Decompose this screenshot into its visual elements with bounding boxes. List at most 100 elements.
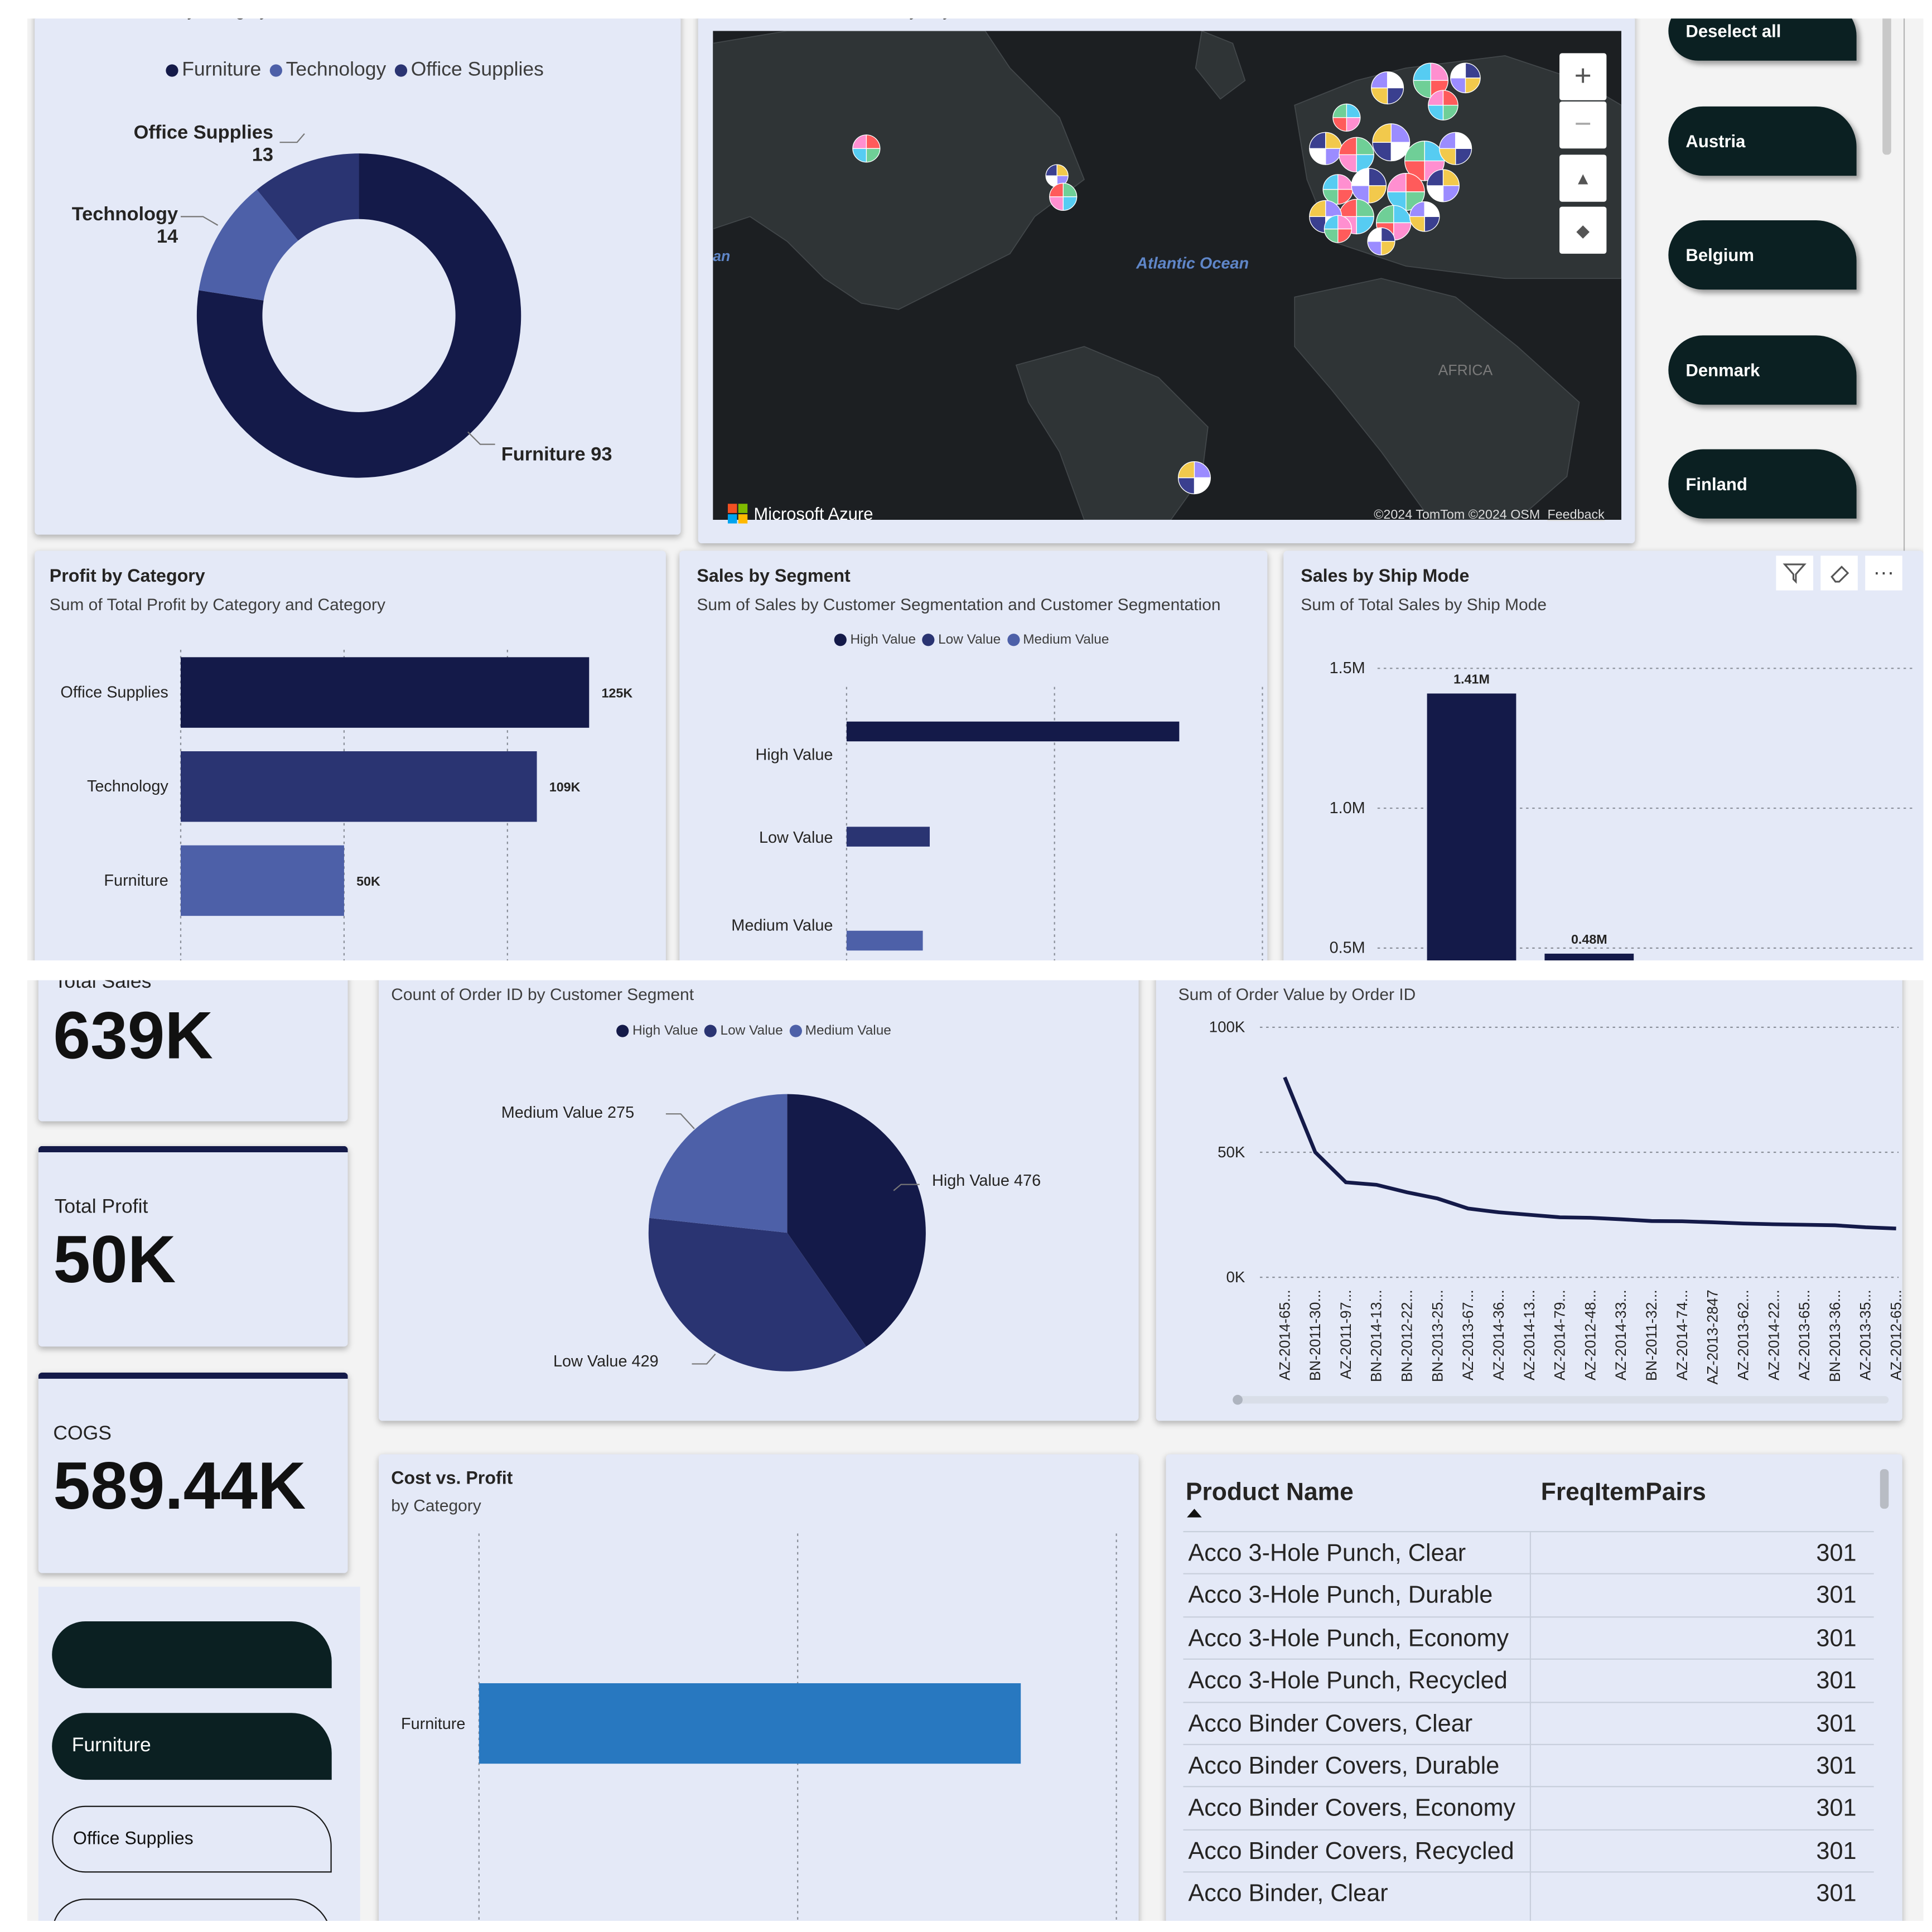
order-value-line-chart[interactable]: 0K 50K 100K AZ-2014-65... BN-2011-30... AZ-20… [1156,981,1902,1421]
category-slicer-item-office-supplies[interactable]: Office Supplies [52,1805,332,1873]
map-tilt-icon[interactable]: ▲ [1559,154,1607,202]
sales-by-ship-mode-card[interactable]: Sales by Ship Mode Sum of Total Sales by… [1283,550,1924,961]
map-pie-marker[interactable] [1450,62,1481,94]
table-row[interactable]: Acco Binder, Clear 301 [1183,1871,1874,1915]
legend-item[interactable]: Technology [269,60,386,82]
profit-bar[interactable] [180,845,344,916]
map-pie-marker[interactable] [1439,132,1472,165]
segment-bar[interactable] [846,827,930,847]
profit-by-category-card[interactable]: Profit by Category Sum of Total Profit b… [35,550,666,961]
legend-item[interactable]: Medium Value [1007,632,1109,648]
table-row[interactable]: Acco Binder Covers, Clear 301 [1183,1701,1874,1745]
map-pie-marker[interactable] [1324,215,1352,243]
map-pie-marker[interactable] [1332,103,1361,132]
category-slicer-item-furniture[interactable]: Furniture [52,1713,332,1780]
pie-slice[interactable] [649,1094,788,1233]
slicer-item-austria[interactable]: Austria [1668,106,1857,176]
ship-bar[interactable] [1544,953,1634,961]
legend-item[interactable]: Medium Value [789,1023,891,1039]
slicer-item-belgium[interactable]: Belgium [1668,220,1857,290]
map-pie-marker[interactable] [1177,461,1211,495]
discount-donut-chart[interactable] [35,18,680,534]
total-sales-card[interactable]: Total Sales 639K [38,980,348,1122]
order-value-line[interactable] [1283,1076,1896,1231]
map-pie-marker[interactable] [1309,132,1342,165]
segment-bar[interactable] [846,721,1180,742]
map-zoom-out-button[interactable]: − [1559,101,1607,149]
legend-item[interactable]: Office Supplies [394,60,544,82]
category-slicer[interactable]: Furniture Office Supplies [38,1586,360,1921]
segment-bar[interactable] [846,930,923,951]
category-slicer-item[interactable] [52,1621,332,1688]
table-row[interactable]: Acco Binder Covers, Economy 301 [1183,1786,1874,1830]
pie-slice[interactable] [648,1218,867,1371]
donut-slice[interactable] [257,153,359,241]
profit-by-category-chart[interactable]: Office Supplies 125K Technology 109K Furnitu… [35,550,666,961]
line-scrollbar[interactable] [1233,1394,1889,1405]
legend-item[interactable]: Low Value [704,1023,783,1039]
map-pie-marker[interactable] [1367,227,1395,255]
cost-vs-profit-card[interactable]: Cost vs. Profit by Category Furniture [379,1454,1139,1921]
map-pie-marker[interactable] [1409,201,1440,232]
map-pie-marker[interactable] [1339,199,1374,235]
cogs-card[interactable]: COGS 589.44K [38,1372,348,1573]
total-profit-card[interactable]: Total Profit 50K [38,1146,348,1347]
donut-slice[interactable] [196,153,521,478]
map-zoom-in-button[interactable]: + [1559,53,1607,100]
sales-by-segment-card[interactable]: Sales by Segment Sum of Sales by Custome… [679,550,1268,961]
slicer-item-denmark[interactable]: Denmark [1668,335,1857,405]
map-feedback-link[interactable]: Feedback [1547,507,1605,523]
map-pie-marker[interactable] [1371,71,1404,105]
column-header-freqitempairs[interactable]: FreqItemPairs [1540,1479,1706,1506]
table-row[interactable]: Acco Binder Covers, Recycled 301 [1183,1829,1874,1872]
cost-vs-profit-chart[interactable]: Furniture [379,1454,1139,1921]
order-count-pie-chart[interactable] [379,981,1139,1421]
slicer-scrollbar[interactable] [1882,18,1891,155]
map-pie-marker[interactable] [1351,168,1387,204]
eraser-icon[interactable] [1820,556,1858,591]
sales-by-segment-chart[interactable]: High Value Low Value Medium Value [679,550,1267,961]
more-options-icon[interactable]: ··· [1865,556,1902,591]
table-scrollbar[interactable] [1880,1469,1889,1509]
ship-bar[interactable] [1427,693,1516,961]
map-card[interactable]: Sum of Total Order Price by City and Tot… [698,18,1635,544]
map-pie-marker[interactable] [1428,90,1458,120]
cost-bar[interactable] [479,1683,1021,1764]
map-pie-marker[interactable] [1322,174,1354,205]
category-slicer-item[interactable] [52,1899,332,1921]
legend-item[interactable]: High Value [834,632,916,648]
donut-slice[interactable] [199,189,298,301]
line-scrollbar-thumb[interactable] [1233,1394,1243,1405]
profit-bar[interactable] [180,657,590,728]
table-row[interactable]: Acco 3-Hole Punch, Durable 301 [1183,1573,1874,1617]
slicer-deselect-all[interactable]: Deselect all [1668,18,1857,61]
filter-icon[interactable] [1776,556,1813,591]
country-slicer[interactable]: Deselect all Austria Belgium Denmark Fin… [1641,18,1916,557]
discount-donut-card[interactable]: Sum of Discount by Category Furniture Te… [35,18,681,535]
map-pie-marker[interactable] [1426,169,1460,202]
pie-slice[interactable] [787,1094,926,1347]
profit-bar[interactable] [180,751,537,822]
map-canvas[interactable] [713,31,1622,520]
map-pie-marker[interactable] [1049,182,1078,211]
legend-item[interactable]: High Value [616,1023,698,1039]
table-row[interactable]: Acco 3-Hole Punch, Clear 301 [1183,1531,1874,1574]
map-compass-icon[interactable]: ◆ [1559,206,1607,254]
slicer-item-finland[interactable]: Finland [1668,449,1857,519]
sort-ascending-icon[interactable] [1187,1509,1202,1518]
table-row[interactable]: Acco 3-Hole Punch, Recycled 301 [1183,1659,1874,1702]
legend-item[interactable]: Furniture [166,60,261,82]
column-header-product-name[interactable]: Product Name [1185,1479,1354,1506]
order-count-pie-card[interactable]: Count of Order ID by Customer Segment Hi… [379,980,1139,1421]
map-pie-marker[interactable] [1372,123,1411,162]
table-row[interactable]: Acco Binder Covers, Durable 301 [1183,1743,1874,1788]
map-pie-marker[interactable] [1404,141,1445,181]
map-pie-marker[interactable] [852,134,881,163]
map-pie-marker[interactable] [1387,173,1425,211]
product-table-card[interactable]: Product Name FreqItemPairs Acco 3-Hole P… [1166,1454,1902,1921]
order-value-line-card[interactable]: Sum of Order Value by Order ID 0K 50K 100K… [1156,980,1902,1421]
legend-item[interactable]: Low Value [922,632,1001,648]
map-pie-marker[interactable] [1339,137,1374,173]
table-row[interactable]: Acco 3-Hole Punch, Economy 301 [1183,1616,1874,1660]
